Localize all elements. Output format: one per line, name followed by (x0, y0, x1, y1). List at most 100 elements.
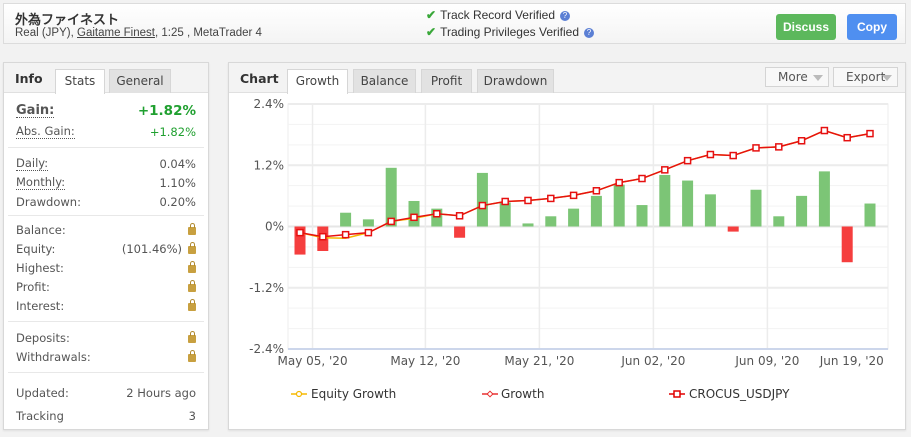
tab-stats[interactable]: Stats (55, 69, 105, 94)
divider (8, 321, 204, 322)
check-icon: ✔ (426, 25, 437, 39)
copy-button[interactable]: Copy (847, 14, 897, 40)
drawdown-row: Drawdown: 0.20% (16, 192, 196, 211)
data-point-marker[interactable] (547, 194, 555, 203)
more-label: More (778, 70, 808, 84)
withdrawals-row: Withdrawals: (16, 347, 196, 366)
daily-bar[interactable] (568, 208, 580, 227)
daily-bar[interactable] (499, 202, 511, 227)
abs-gain-label[interactable]: Abs. Gain: (16, 123, 75, 139)
data-point-marker[interactable] (341, 230, 350, 239)
daily-row: Daily: 0.04% (16, 154, 196, 173)
x-tick-label: Jun 19, '20 (819, 354, 884, 368)
daily-bar[interactable] (454, 226, 466, 238)
daily-bar[interactable] (545, 216, 557, 227)
help-icon[interactable]: ? (560, 11, 570, 21)
daily-bar[interactable] (841, 226, 853, 263)
deposits-label: Deposits: (16, 330, 70, 345)
interest-label: Interest: (16, 298, 65, 313)
daily-bar[interactable] (340, 212, 352, 227)
tab-growth[interactable]: Growth (287, 69, 348, 94)
data-point-marker[interactable] (296, 228, 304, 237)
daily-bar[interactable] (659, 174, 671, 227)
data-point-marker[interactable] (478, 201, 487, 210)
tab-profit[interactable]: Profit (421, 69, 472, 93)
data-point-marker[interactable] (661, 166, 669, 174)
daily-bar[interactable] (362, 219, 374, 227)
tracking-value[interactable]: 3 (188, 408, 196, 423)
chart-tabbar: Chart Growth Balance Profit Drawdown Mor… (229, 63, 905, 94)
data-point-marker[interactable] (729, 151, 737, 160)
more-dropdown[interactable]: More (765, 67, 829, 87)
y-tick-label: 2.4% (254, 97, 285, 111)
daily-bar[interactable] (522, 223, 534, 227)
tab-general[interactable]: General (109, 69, 171, 93)
lock-icon (188, 330, 196, 343)
data-point-marker[interactable] (797, 137, 806, 145)
verification-label: Trading Privileges Verified (440, 25, 580, 39)
daily-bar[interactable] (294, 226, 306, 255)
daily-bar[interactable] (704, 194, 716, 227)
data-point-marker[interactable] (615, 178, 623, 187)
data-point-marker[interactable] (592, 187, 601, 195)
daily-bar[interactable] (796, 195, 808, 227)
daily-label[interactable]: Daily: (16, 155, 49, 171)
monthly-label[interactable]: Monthly: (16, 174, 66, 190)
withdrawals-label: Withdrawals: (16, 349, 91, 364)
data-point-marker[interactable] (410, 213, 418, 222)
data-point-marker[interactable] (524, 196, 532, 205)
x-tick-label: Jun 09, '20 (734, 354, 799, 368)
data-point-marker[interactable] (364, 228, 373, 237)
daily-bar[interactable] (636, 205, 648, 227)
daily-bar[interactable] (385, 167, 397, 227)
monthly-row: Monthly: 1.10% (16, 173, 196, 192)
legend-item-growth[interactable]: Growth (482, 387, 544, 401)
data-point-marker[interactable] (319, 232, 327, 241)
export-dropdown[interactable]: Export (833, 67, 898, 87)
gain-label[interactable]: Gain: (16, 103, 55, 118)
broker-link[interactable]: Gaitame Finest (77, 27, 155, 39)
daily-bar[interactable] (590, 195, 602, 227)
deposits-row: Deposits: (16, 328, 196, 347)
tab-drawdown[interactable]: Drawdown (477, 69, 554, 93)
daily-bar[interactable] (750, 189, 762, 227)
data-point-marker[interactable] (706, 150, 715, 159)
balance-label: Balance: (16, 222, 66, 237)
chart-panel-title: Chart (240, 71, 279, 86)
tab-balance[interactable]: Balance (353, 69, 416, 93)
discuss-button[interactable]: Discuss (776, 14, 836, 40)
daily-bar[interactable] (818, 171, 830, 227)
data-point-marker[interactable] (843, 133, 851, 142)
daily-bar[interactable] (613, 184, 625, 227)
info-panel: Info Stats General Gain: +1.82% Abs. Gai… (3, 62, 209, 430)
info-tabbar: Info Stats General (4, 63, 208, 94)
verification-label: Track Record Verified (440, 8, 555, 22)
account-header: 外為ファイネスト Real (JPY), Gaitame Finest, 1:2… (3, 3, 906, 44)
y-tick-label: 1.2% (254, 158, 285, 172)
equity-row: Equity: (101.46%) (16, 239, 196, 258)
data-point-marker[interactable] (455, 212, 464, 220)
growth-chart[interactable]: 2.4% 1.2% 0% -1.2% -2.4%May 05, '20 May 12, '… (229, 94, 905, 430)
daily-bar[interactable] (773, 216, 785, 227)
svg-text:CROCUS_USDJPY: CROCUS_USDJPY (689, 387, 790, 401)
data-point-marker[interactable] (569, 191, 578, 200)
data-point-marker[interactable] (775, 143, 783, 151)
daily-bar[interactable] (431, 208, 443, 227)
daily-bar[interactable] (727, 226, 739, 232)
help-icon[interactable]: ? (584, 28, 595, 38)
data-point-marker[interactable] (638, 174, 646, 183)
lock-icon (188, 298, 196, 311)
daily-bar[interactable] (476, 172, 488, 227)
tracking-label: Tracking (16, 408, 64, 423)
data-point-marker[interactable] (683, 156, 692, 165)
legend-item-crocus-usdjpy[interactable]: CROCUS_USDJPY (669, 387, 790, 401)
data-point-marker[interactable] (866, 129, 874, 138)
daily-bar[interactable] (864, 203, 876, 227)
data-point-marker[interactable] (752, 144, 760, 152)
data-point-marker[interactable] (820, 126, 829, 135)
daily-bar[interactable] (682, 180, 694, 227)
legend-item-equity-growth[interactable]: Equity Growth (291, 387, 396, 401)
data-point-marker[interactable] (501, 197, 509, 206)
data-point-marker[interactable] (387, 217, 395, 226)
data-point-marker[interactable] (433, 209, 441, 218)
